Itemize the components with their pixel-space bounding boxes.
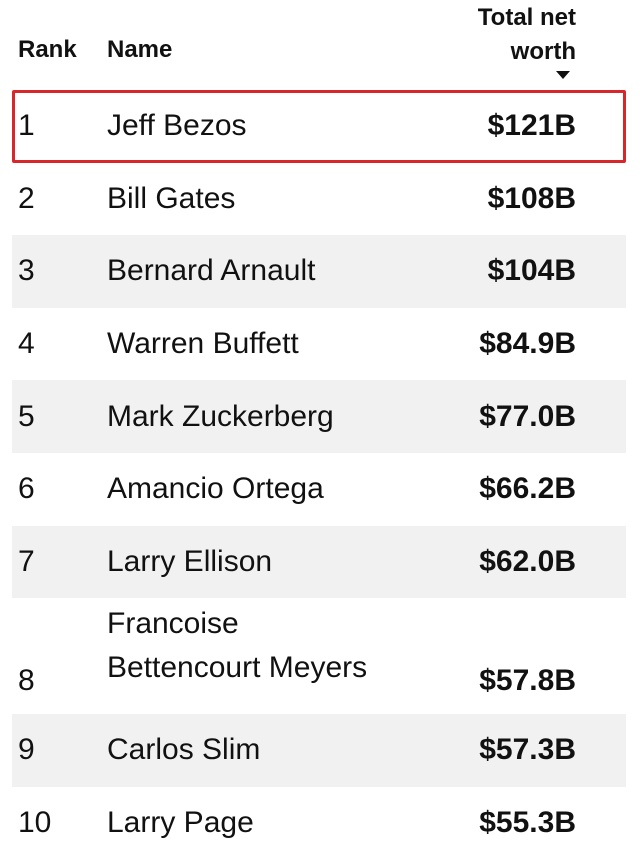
row-net-worth: $66.2B <box>479 472 576 506</box>
row-name-line2: Bettencourt Meyers <box>107 651 368 685</box>
table-row[interactable]: 10 Larry Page $55.3B <box>12 787 626 859</box>
row-rank: 7 <box>18 544 35 578</box>
column-header-net-worth-line2: worth <box>510 38 576 65</box>
table-row[interactable]: 8 Francoise Bettencourt Meyers $57.8B <box>12 598 626 714</box>
table-row[interactable]: 6 Amancio Ortega $66.2B <box>12 453 626 526</box>
column-header-name[interactable]: Name <box>107 36 173 63</box>
table-row[interactable]: 5 Mark Zuckerberg $77.0B <box>12 380 626 453</box>
table-row[interactable]: 9 Carlos Slim $57.3B <box>12 714 626 787</box>
column-header-rank[interactable]: Rank <box>18 36 77 63</box>
row-net-worth: $55.3B <box>479 806 576 840</box>
row-net-worth: $57.3B <box>479 733 576 767</box>
row-rank: 4 <box>18 327 35 361</box>
table-row[interactable]: 7 Larry Ellison $62.0B <box>12 525 626 599</box>
column-header-net-worth-line1: Total net <box>477 4 576 31</box>
table-row[interactable]: 4 Warren Buffett $84.9B <box>12 308 626 381</box>
row-rank: 6 <box>18 472 35 506</box>
row-rank: 2 <box>18 181 35 215</box>
row-rank: 5 <box>18 399 35 433</box>
net-worth-table: Rank Name Total net worth 1 Jeff Bezos $… <box>12 0 626 859</box>
column-header-net-worth[interactable]: Total net worth <box>416 1 576 69</box>
row-net-worth: $108B <box>487 181 576 215</box>
table-row[interactable]: 1 Jeff Bezos $121B <box>12 90 626 163</box>
row-rank: 9 <box>18 733 35 767</box>
row-rank: 8 <box>18 664 35 698</box>
row-net-worth: $57.8B <box>479 664 576 698</box>
row-net-worth: $62.0B <box>479 544 576 578</box>
row-net-worth: $121B <box>487 109 576 143</box>
row-name: Francoise Bettencourt Meyers <box>107 602 447 690</box>
sort-descending-icon[interactable] <box>556 71 570 79</box>
row-name: Carlos Slim <box>107 733 261 767</box>
row-name: Larry Ellison <box>107 544 273 578</box>
row-name-line1: Francoise <box>107 607 239 641</box>
table-header: Rank Name Total net worth <box>12 0 626 90</box>
row-name: Amancio Ortega <box>107 472 324 506</box>
row-net-worth: $77.0B <box>479 399 576 433</box>
row-name: Jeff Bezos <box>107 109 247 143</box>
row-net-worth: $84.9B <box>479 327 576 361</box>
table-row[interactable]: 2 Bill Gates $108B <box>12 163 626 236</box>
row-name: Bill Gates <box>107 181 236 215</box>
row-rank: 3 <box>18 254 35 288</box>
row-name: Larry Page <box>107 806 254 840</box>
row-net-worth: $104B <box>487 254 576 288</box>
table-row[interactable]: 3 Bernard Arnault $104B <box>12 235 626 308</box>
row-rank: 10 <box>18 806 52 840</box>
row-name: Warren Buffett <box>107 327 299 361</box>
row-name: Bernard Arnault <box>107 254 316 288</box>
row-name: Mark Zuckerberg <box>107 399 334 433</box>
row-rank: 1 <box>18 109 35 143</box>
